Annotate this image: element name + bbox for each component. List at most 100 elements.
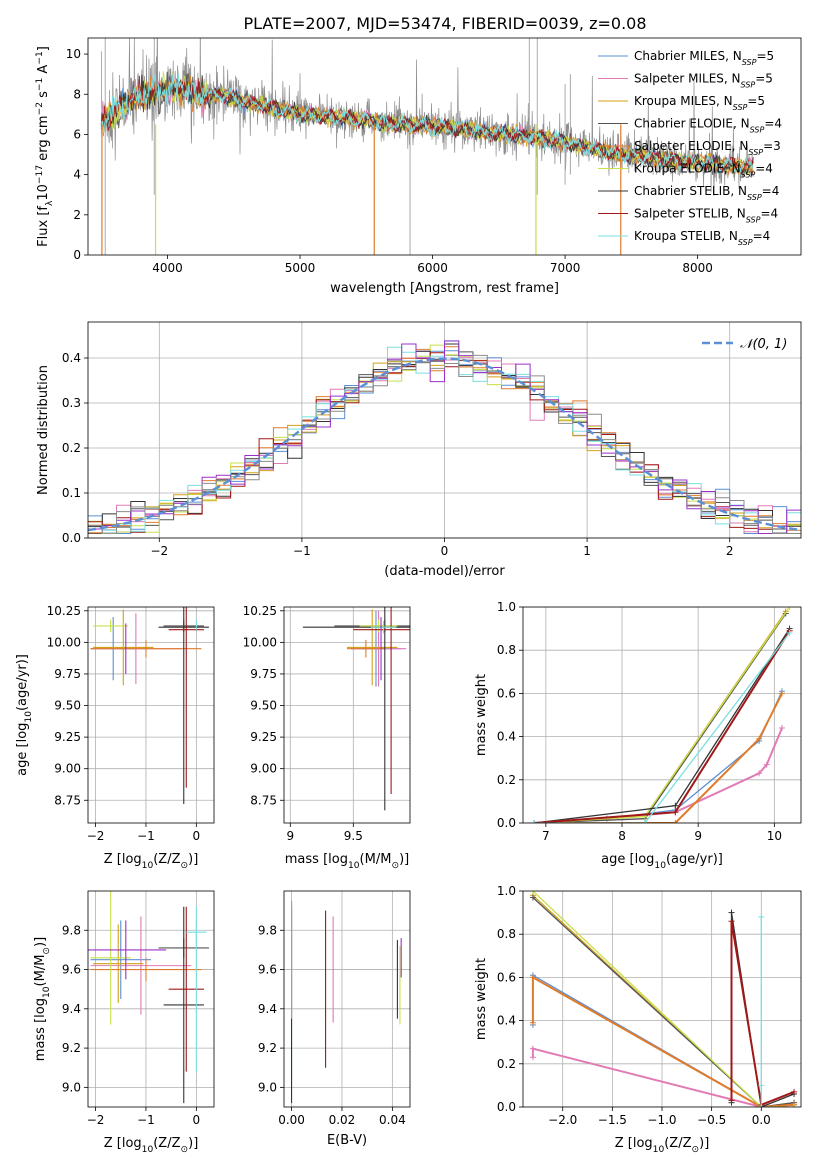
x-tick-label: 8 <box>618 829 626 843</box>
x-tick-label: 6000 <box>417 261 448 275</box>
x-axis-label-part: (Z/Z <box>664 1136 691 1151</box>
x-tick-label: 2 <box>726 544 734 558</box>
x-axis-label: age [log10(age/yr)] <box>601 852 723 871</box>
model-kroupa_stelib <box>100 73 754 174</box>
plot-area <box>88 891 214 1107</box>
plot-area <box>88 607 214 823</box>
y-axis-label-part: −17 <box>35 165 45 184</box>
x-axis-label: mass [log10(M/M⊙)] <box>285 852 409 871</box>
axes-frame <box>87 606 215 824</box>
legend-sub: SSP <box>733 103 748 112</box>
axes-frame <box>87 890 215 1108</box>
model-salpeter_stelib <box>100 75 754 173</box>
y-axis-label-part: erg cm <box>36 115 51 164</box>
x-axis-label: E(B-V) <box>327 1133 367 1148</box>
y-tick-label: 10.00 <box>47 635 81 649</box>
y-tick-label: 0.6 <box>497 970 516 984</box>
y-tick-label: 0 <box>73 248 81 262</box>
panel-mass_vs_EBV: 0.00 0.02 0.04 9.0 9.2 9.4 9.6 9.8 E(B-V) <box>258 890 411 1148</box>
legend-label: Salpeter STELIB, NSSP=4 <box>634 207 778 225</box>
legend-label: Kroupa STELIB, NSSP=4 <box>634 229 770 247</box>
axes-frame <box>283 606 411 824</box>
y-tick-label: 1.0 <box>497 884 516 898</box>
plot-area <box>284 891 410 1107</box>
panel-age_vs_mass: 9 9.5 8.75 9.00 9.25 9.50 9.75 10.00 10.25 mass [… <box>243 604 411 871</box>
series-salpeter_miles <box>531 1047 795 1107</box>
series-kroupa_elodie <box>534 607 791 823</box>
x-axis-label-part: )] <box>188 852 198 867</box>
panel-age_vs_Z: −2 −1 0 8.75 9.00 9.25 9.50 9.75 10.00 10.25 Z [lo… <box>15 604 215 871</box>
gaussian-curve <box>88 357 801 532</box>
x-tick-label: 0.02 <box>329 1113 356 1127</box>
x-axis-label-part: 10 <box>653 1145 665 1155</box>
series-chabrier_miles <box>534 690 783 823</box>
legend-sub: SSP <box>742 58 757 67</box>
y-tick-label: 9.50 <box>250 699 277 713</box>
x-tick-label: −1 <box>137 1113 155 1127</box>
series-kroupa_miles <box>534 610 787 823</box>
legend-label: Salpeter ELODIE, NSSP=3 <box>634 139 781 157</box>
y-tick-label: 0.2 <box>497 1057 516 1071</box>
x-tick-label: 1 <box>583 544 591 558</box>
axes-frame <box>87 37 802 256</box>
legend-sub: SSP <box>741 170 756 179</box>
legend-tail: =5 <box>755 72 773 86</box>
y-axis-label: age [log10(age/yr)] <box>15 654 34 776</box>
x-axis-label-part: 10 <box>654 861 666 871</box>
panel-mass_vs_Z: −2 −1 09.09.29.49.69.8Z [log10(Z/Z⊙)]mass … <box>33 890 215 1155</box>
legend-text: Kroupa MILES, N <box>634 94 733 108</box>
y-tick-label: 9.6 <box>258 963 277 977</box>
panel-massweight_vs_Z: −2.0 −1.5 −1.0 −0.5 0.0 0.0 0.2 0.4 0.6 0.8 1.0 Z [… <box>474 884 802 1155</box>
y-tick-label: 9.75 <box>250 667 277 681</box>
x-tick-label: 10 <box>767 829 782 843</box>
y-tick-label: 0.3 <box>62 396 81 410</box>
legend-tail: =4 <box>764 117 782 131</box>
y-tick-label: 4 <box>73 168 81 182</box>
series-salpeter_stelib <box>730 921 795 1107</box>
y-axis-label-part: 10 <box>42 986 52 998</box>
y-axis-label-part: mass [log <box>33 998 48 1061</box>
y-axis-label-part: Flux [f <box>36 206 51 247</box>
x-axis-label-part: ⊙ <box>692 1145 700 1155</box>
legend-label: Salpeter MILES, NSSP=5 <box>634 72 773 90</box>
x-axis-label: (data-model)/error <box>384 564 505 579</box>
x-axis-label-part: age [log <box>601 852 654 867</box>
y-tick-label: 0.4 <box>497 1014 516 1028</box>
legend-text: Kroupa ELODIE, N <box>634 162 741 176</box>
axes-frame <box>522 606 802 824</box>
figure-title: PLATE=2007, MJD=53474, FIBERID=0039, z=0… <box>243 14 646 33</box>
plot-area <box>284 607 410 823</box>
legend-tail: =4 <box>753 229 771 243</box>
x-axis-label-part: Z [log <box>104 852 142 867</box>
x-tick-label: 0 <box>193 829 201 843</box>
x-axis-label-part: ⊙ <box>181 1145 189 1155</box>
x-tick-label: 9 <box>694 829 702 843</box>
legend-text: Salpeter ELODIE, N <box>634 139 748 153</box>
x-tick-label: 0 <box>193 1113 201 1127</box>
x-axis-label-part: ⊙ <box>181 861 189 871</box>
y-tick-label: 9.2 <box>62 1041 81 1055</box>
y-tick-label: 0.0 <box>497 816 516 830</box>
x-tick-label: 9.5 <box>344 829 363 843</box>
legend-sub: SSP <box>747 193 762 202</box>
y-tick-label: 9.00 <box>250 762 277 776</box>
x-tick-label: 9 <box>286 829 294 843</box>
x-axis-label-part: Z [log <box>615 1136 653 1151</box>
legend-tail: =4 <box>755 162 773 176</box>
y-tick-label: 9.75 <box>54 667 81 681</box>
y-tick-label: 0.4 <box>62 351 81 365</box>
x-axis-label-part: )] <box>399 852 409 867</box>
y-tick-label: 9.0 <box>62 1080 81 1094</box>
y-tick-label: 8.75 <box>250 793 277 807</box>
legend-label: 𝒩(0, 1) <box>740 337 787 352</box>
x-axis-label-part: (age/yr)] <box>666 852 723 867</box>
series-chabrier_elodie <box>532 897 795 1107</box>
panel-residuals: −2 −1 0 1 2 0.0 0.1 0.2 0.3 0.4 (data-model)/error… <box>36 321 802 579</box>
legend-text: Kroupa STELIB, N <box>634 229 738 243</box>
legend-sub: SSP <box>748 148 763 157</box>
legend-text: Chabrier STELIB, N <box>634 184 747 198</box>
series-salpeter_elodie <box>534 692 783 823</box>
